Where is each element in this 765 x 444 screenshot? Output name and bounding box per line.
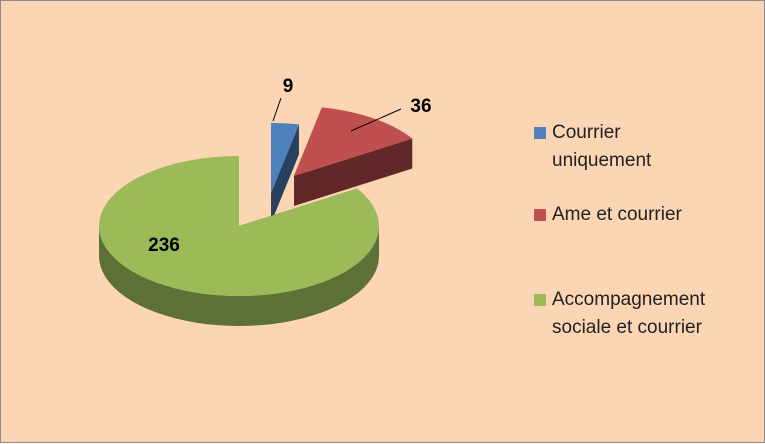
legend-swatch [534,209,546,221]
pie-side [294,138,413,206]
legend-item: Accompagnement sociale et courrier [534,286,727,342]
leader-line [272,97,282,122]
data-label: 9 [283,76,294,97]
pie-wall [99,226,379,326]
pie-slice [99,156,379,296]
legend-label: Accompagnement sociale et courrier [552,289,706,338]
pie-slice [271,123,299,193]
legend-swatch [534,127,546,139]
legend-label: Ame et courrier [552,204,682,225]
pie-slice [294,107,413,176]
data-label: 36 [410,96,431,117]
legend-swatch [534,294,546,306]
legend-item: Ame et courrier [534,201,682,229]
legend-label: Courrier uniquement [552,122,652,171]
leader-line [350,108,402,132]
data-label: 236 [148,235,180,256]
pie-side [271,124,299,223]
legend-item: Courrier uniquement [534,119,672,175]
